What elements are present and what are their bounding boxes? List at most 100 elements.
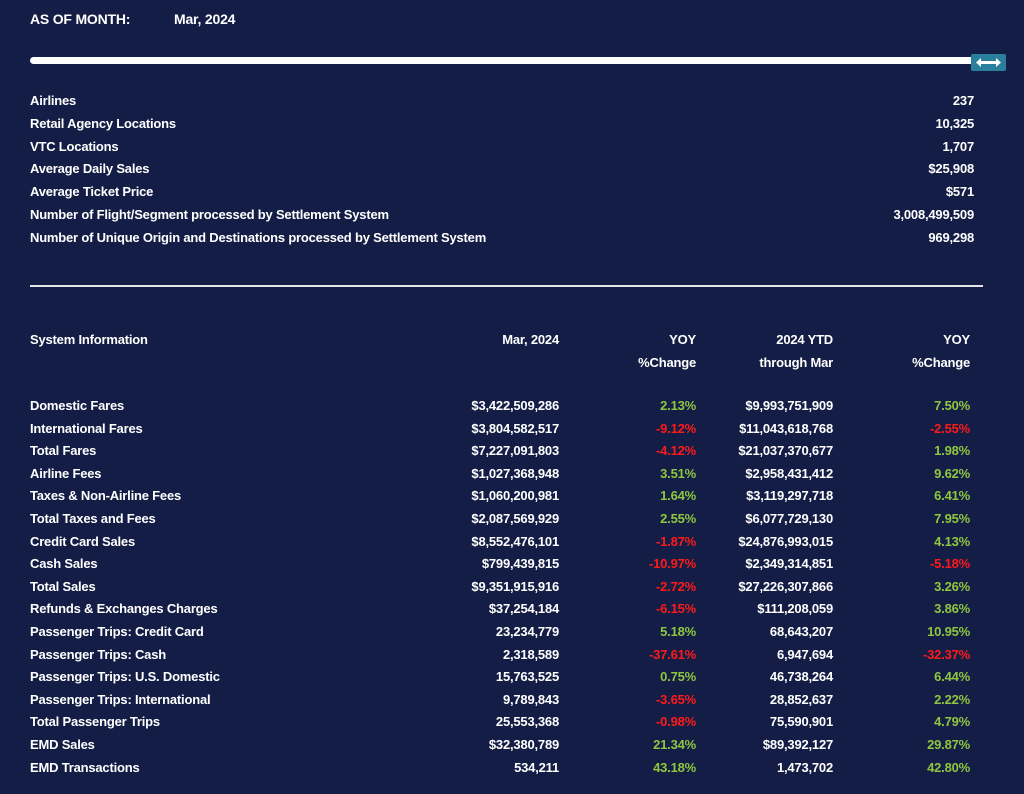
row-label: Domestic Fares: [30, 398, 125, 413]
row-yoy-ytd: 6.41%: [934, 488, 970, 504]
row-month-value: 534,211: [514, 759, 559, 775]
stat-value: 1,707: [942, 138, 974, 154]
stat-label: Number of Unique Origin and Destinations…: [30, 229, 487, 245]
row-yoy-month: 3.51%: [660, 465, 696, 481]
row-month-value: 2,318,589: [502, 646, 559, 662]
row-label: Credit Card Sales: [30, 533, 135, 549]
row-yoy-ytd: 3.26%: [934, 578, 970, 594]
row-yoy-month: 21.34%: [653, 737, 696, 752]
as-of-month-value: Mar, 2024: [174, 11, 236, 27]
month-slider-track[interactable]: [30, 57, 980, 64]
row-ytd-value: $111,208,059: [757, 601, 833, 617]
row-yoy-month: -9.12%: [656, 420, 696, 436]
row-yoy-month: 0.75%: [660, 669, 696, 685]
row-yoy-month: -1.87%: [656, 533, 696, 549]
row-yoy-ytd: 7.95%: [934, 511, 970, 526]
row-yoy-ytd: 10.95%: [927, 624, 970, 639]
row-yoy-ytd: 4.13%: [934, 533, 970, 549]
summary-stats: Airlines 237 Retail Agency Locations 10,325…: [30, 90, 974, 250]
row-yoy-ytd: -2.55%: [930, 420, 970, 436]
stat-label: Retail Agency Locations: [30, 115, 176, 131]
row-ytd-value: $2,958,431,412: [745, 465, 833, 481]
row-month-value: $8,552,476,101: [471, 533, 559, 549]
stat-label: Number of Flight/Segment processed by Se…: [30, 206, 389, 222]
stat-label: Average Daily Sales: [30, 161, 150, 177]
row-yoy-ytd: 9.62%: [934, 465, 970, 481]
row-month-value: $37,254,184: [488, 601, 559, 617]
header-yoy1-line1: YOY: [669, 332, 696, 347]
row-ytd-value: 28,852,637: [769, 691, 833, 707]
left-right-arrow-icon: [976, 58, 1001, 67]
as-of-month-label: AS OF MONTH:: [30, 11, 131, 27]
row-ytd-value: $9,993,751,909: [745, 398, 833, 413]
row-yoy-month: -3.65%: [656, 691, 696, 707]
row-label: Airline Fees: [30, 465, 102, 481]
row-yoy-ytd: 6.44%: [934, 669, 970, 685]
row-ytd-value: $2,349,314,851: [745, 556, 833, 572]
row-month-value: $3,804,582,517: [471, 420, 559, 436]
row-yoy-ytd: 42.80%: [927, 759, 970, 775]
row-yoy-ytd: 2.22%: [934, 691, 970, 707]
row-ytd-value: 6,947,694: [776, 646, 833, 662]
stat-value: $25,908: [928, 161, 974, 177]
row-month-value: $799,439,815: [481, 556, 559, 572]
row-month-value: $32,380,789: [488, 737, 559, 752]
row-label: Cash Sales: [30, 556, 98, 572]
row-month-value: 23,234,779: [495, 624, 559, 639]
stat-row: Retail Agency Locations 10,325: [30, 113, 974, 136]
row-label: Passenger Trips: U.S. Domestic: [30, 669, 220, 685]
row-yoy-ytd: -5.18%: [930, 556, 970, 572]
header-ytd-line1: 2024 YTD: [776, 332, 833, 347]
row-yoy-ytd: 29.87%: [927, 737, 970, 752]
row-label: International Fares: [30, 420, 143, 436]
row-label: Passenger Trips: Credit Card: [30, 624, 204, 639]
row-label: EMD Transactions: [30, 759, 140, 775]
row-yoy-month: 1.64%: [660, 488, 696, 504]
row-ytd-value: 75,590,901: [769, 714, 833, 730]
stat-value: 237: [952, 93, 974, 108]
stat-label: Airlines: [30, 93, 77, 108]
header-yoy2-line1: YOY: [943, 332, 970, 347]
stat-row: Number of Unique Origin and Destinations…: [30, 227, 974, 250]
row-ytd-value: 46,738,264: [769, 669, 833, 685]
row-label: Total Fares: [30, 443, 97, 459]
row-month-value: $7,227,091,803: [471, 443, 559, 459]
row-yoy-month: 5.18%: [660, 624, 696, 639]
header-month: Mar, 2024: [502, 332, 559, 347]
row-yoy-month: -4.12%: [656, 443, 696, 459]
stat-row: Average Daily Sales $25,908: [30, 158, 974, 181]
row-yoy-month: -2.72%: [656, 578, 696, 594]
row-month-value: $9,351,915,916: [471, 578, 559, 594]
row-ytd-value: $27,226,307,866: [738, 578, 833, 594]
stat-value: 3,008,499,509: [893, 206, 974, 222]
row-ytd-value: 1,473,702: [776, 759, 833, 775]
row-ytd-value: $6,077,729,130: [745, 511, 833, 526]
row-yoy-month: 43.18%: [653, 759, 696, 775]
row-yoy-ytd: -32.37%: [922, 646, 970, 662]
header-yoy1-line2: %Change: [638, 355, 696, 370]
row-month-value: 15,763,525: [495, 669, 559, 685]
row-month-value: $2,087,569,929: [471, 511, 559, 526]
row-month-value: $3,422,509,286: [471, 398, 559, 413]
row-label: EMD Sales: [30, 737, 95, 752]
row-label: Passenger Trips: International: [30, 691, 211, 707]
stat-value: 969,298: [928, 229, 974, 245]
row-yoy-ytd: 1.98%: [934, 443, 970, 459]
stat-value: $571: [945, 184, 974, 200]
stat-row: Number of Flight/Segment processed by Se…: [30, 204, 974, 227]
row-yoy-month: 2.55%: [660, 511, 696, 526]
row-yoy-month: 2.13%: [660, 398, 696, 413]
row-ytd-value: $89,392,127: [762, 737, 833, 752]
section-divider: [30, 285, 983, 287]
stat-value: 10,325: [935, 115, 974, 131]
month-slider-handle[interactable]: [971, 54, 1006, 71]
row-yoy-month: -10.97%: [648, 556, 696, 572]
row-month-value: $1,060,200,981: [471, 488, 559, 504]
stat-row: Average Ticket Price $571: [30, 181, 974, 204]
row-yoy-ytd: 4.79%: [934, 714, 970, 730]
row-ytd-value: $3,119,297,718: [746, 488, 833, 504]
row-month-value: 25,553,368: [495, 714, 559, 730]
header-ytd-line2: through Mar: [759, 355, 833, 370]
stat-row: Airlines 237: [30, 90, 974, 113]
row-ytd-value: 68,643,207: [769, 624, 833, 639]
